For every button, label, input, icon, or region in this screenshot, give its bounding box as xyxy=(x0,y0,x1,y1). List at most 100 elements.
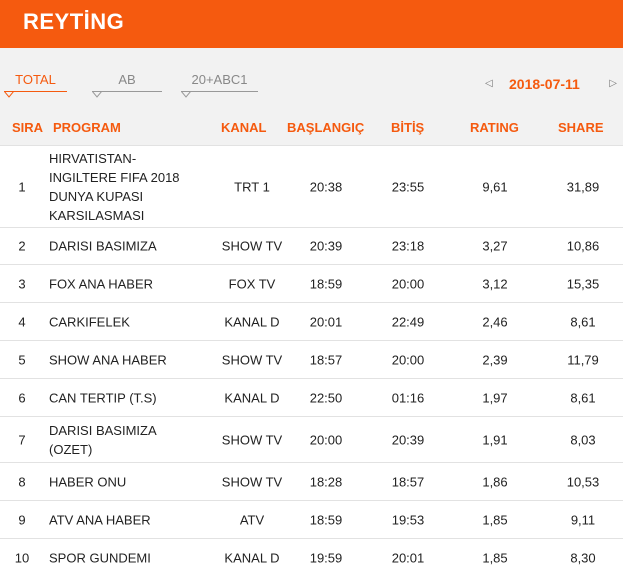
table-row: 2 DARISI BASIMIZA SHOW TV 20:39 23:18 3,… xyxy=(0,227,623,264)
row-end: 23:18 xyxy=(391,238,425,254)
row-rating: 1,85 xyxy=(482,512,508,527)
row-start: 20:01 xyxy=(309,314,343,329)
row-rank: 3 xyxy=(18,276,26,291)
table-row: 6 CAN TERTIP (T.S) KANAL D 22:50 01:16 1… xyxy=(0,378,623,416)
row-program: CARKIFELEK xyxy=(49,314,130,329)
row-end: 01:16 xyxy=(391,390,425,405)
column-header-end: BİTİŞ xyxy=(391,120,425,135)
row-end: 20:01 xyxy=(391,550,425,565)
row-program: SHOW ANA HABER xyxy=(49,352,167,367)
page-header: REYTİNG xyxy=(0,0,623,55)
table-row: 7 DARISI BASIMIZA (OZET) SHOW TV 20:00 2… xyxy=(0,416,623,462)
row-start: 20:39 xyxy=(309,238,343,254)
row-rank: 4 xyxy=(18,314,26,329)
tab-20-abc1[interactable]: 20+ABC1 xyxy=(181,72,258,98)
row-share: 15,35 xyxy=(566,276,600,291)
table-row: 10 SPOR GUNDEMI KANAL D 19:59 20:01 1,85… xyxy=(0,538,623,576)
row-start: 22:50 xyxy=(309,390,343,405)
table-header: SIRA PROGRAM KANAL BAŞLANGIÇ BİTİŞ RATIN… xyxy=(0,109,623,145)
table-row: 1 HIRVATISTAN-INGILTERE FIFA 2018 DUNYA … xyxy=(0,145,623,227)
row-rank: 9 xyxy=(18,512,26,527)
row-program: FOX ANA HABER xyxy=(49,276,154,291)
tab-ab-label: AB xyxy=(118,72,136,87)
row-end: 23:55 xyxy=(391,179,425,194)
table-row: 4 CARKIFELEK KANAL D 20:01 22:49 2,46 8,… xyxy=(0,302,623,340)
page-title: REYTİNG xyxy=(23,9,125,34)
row-end: 20:00 xyxy=(391,276,425,291)
row-rating: 1,85 xyxy=(482,550,508,565)
row-rating: 9,61 xyxy=(482,179,508,194)
row-rating: 3,12 xyxy=(482,276,508,291)
tab-notch-icon xyxy=(92,91,102,98)
row-kanal: KANAL D xyxy=(224,314,280,329)
column-header-rating: RATING xyxy=(470,120,519,135)
row-start: 18:57 xyxy=(309,352,343,367)
row-rank: 7 xyxy=(18,432,26,447)
row-end: 18:57 xyxy=(391,474,425,489)
table-row: 3 FOX ANA HABER FOX TV 18:59 20:00 3,12 … xyxy=(0,264,623,302)
row-share: 31,89 xyxy=(566,179,600,194)
row-share: 8,61 xyxy=(570,314,596,329)
table-row: 5 SHOW ANA HABER SHOW TV 18:57 20:00 2,3… xyxy=(0,340,623,378)
row-end: 20:39 xyxy=(391,432,425,447)
row-share: 8,03 xyxy=(570,432,596,447)
row-program: HIRVATISTAN-INGILTERE FIFA 2018 DUNYA KU… xyxy=(49,150,180,223)
row-share: 10,86 xyxy=(566,238,600,254)
row-kanal: FOX TV xyxy=(228,276,276,291)
row-start: 18:59 xyxy=(309,276,343,291)
row-rating: 1,91 xyxy=(482,432,508,447)
tab-ab[interactable]: AB xyxy=(92,72,162,98)
date-navigator: ◁ 2018-07-11 ▷ xyxy=(473,76,623,96)
row-program: ATV ANA HABER xyxy=(49,512,151,527)
row-end: 22:49 xyxy=(391,314,425,329)
column-header-rank: SIRA xyxy=(12,120,44,135)
row-start: 18:59 xyxy=(309,512,343,527)
row-share: 9,11 xyxy=(570,512,596,527)
row-end: 20:00 xyxy=(391,352,425,367)
row-kanal: KANAL D xyxy=(224,550,280,565)
row-rating: 3,27 xyxy=(482,238,508,254)
row-rating: 2,39 xyxy=(482,352,508,367)
row-rating: 2,46 xyxy=(482,314,508,329)
prev-date-icon[interactable]: ◁ xyxy=(485,78,493,89)
row-kanal: SHOW TV xyxy=(221,352,283,367)
tab-total-label: TOTAL xyxy=(15,72,56,87)
current-date: 2018-07-11 xyxy=(509,76,580,92)
row-program: CAN TERTIP (T.S) xyxy=(49,390,157,405)
row-kanal: ATV xyxy=(239,512,265,527)
ratings-table: 1 HIRVATISTAN-INGILTERE FIFA 2018 DUNYA … xyxy=(0,145,623,576)
row-rank: 1 xyxy=(18,179,26,194)
column-header-program: PROGRAM xyxy=(53,120,121,135)
row-share: 10,53 xyxy=(566,474,600,489)
row-share: 8,30 xyxy=(570,550,596,565)
tab-notch-icon xyxy=(181,91,191,98)
row-start: 19:59 xyxy=(309,550,343,565)
row-rank: 8 xyxy=(18,474,26,489)
next-date-icon[interactable]: ▷ xyxy=(609,78,617,89)
filter-tabs: TOTAL AB 20+ABC1 ◁ 2018-07-11 ▷ xyxy=(0,48,623,109)
row-rank: 2 xyxy=(18,238,26,254)
row-rank: 5 xyxy=(18,352,26,367)
row-kanal: KANAL D xyxy=(224,390,280,405)
row-start: 20:38 xyxy=(309,179,343,194)
row-kanal: SHOW TV xyxy=(221,474,283,489)
row-rank: 6 xyxy=(18,390,26,405)
row-start: 18:28 xyxy=(309,474,343,489)
row-program: HABER ONU xyxy=(49,474,127,489)
row-rating: 1,97 xyxy=(482,390,508,405)
tab-total[interactable]: TOTAL xyxy=(4,72,67,98)
row-rating: 1,86 xyxy=(482,474,508,489)
tab-notch-icon xyxy=(4,91,14,98)
row-kanal: SHOW TV xyxy=(221,432,283,447)
row-start: 20:00 xyxy=(309,432,343,447)
row-kanal: TRT 1 xyxy=(234,179,270,194)
row-program: SPOR GUNDEMI xyxy=(49,550,151,565)
row-program: DARISI BASIMIZA (OZET) xyxy=(49,422,156,457)
tab-20-abc1-label: 20+ABC1 xyxy=(191,72,248,87)
column-header-share: SHARE xyxy=(558,120,604,135)
column-header-kanal: KANAL xyxy=(221,120,267,135)
row-rank: 10 xyxy=(14,550,30,565)
table-row: 8 HABER ONU SHOW TV 18:28 18:57 1,86 10,… xyxy=(0,462,623,500)
row-share: 11,79 xyxy=(567,352,599,367)
row-program: DARISI BASIMIZA xyxy=(49,238,157,254)
